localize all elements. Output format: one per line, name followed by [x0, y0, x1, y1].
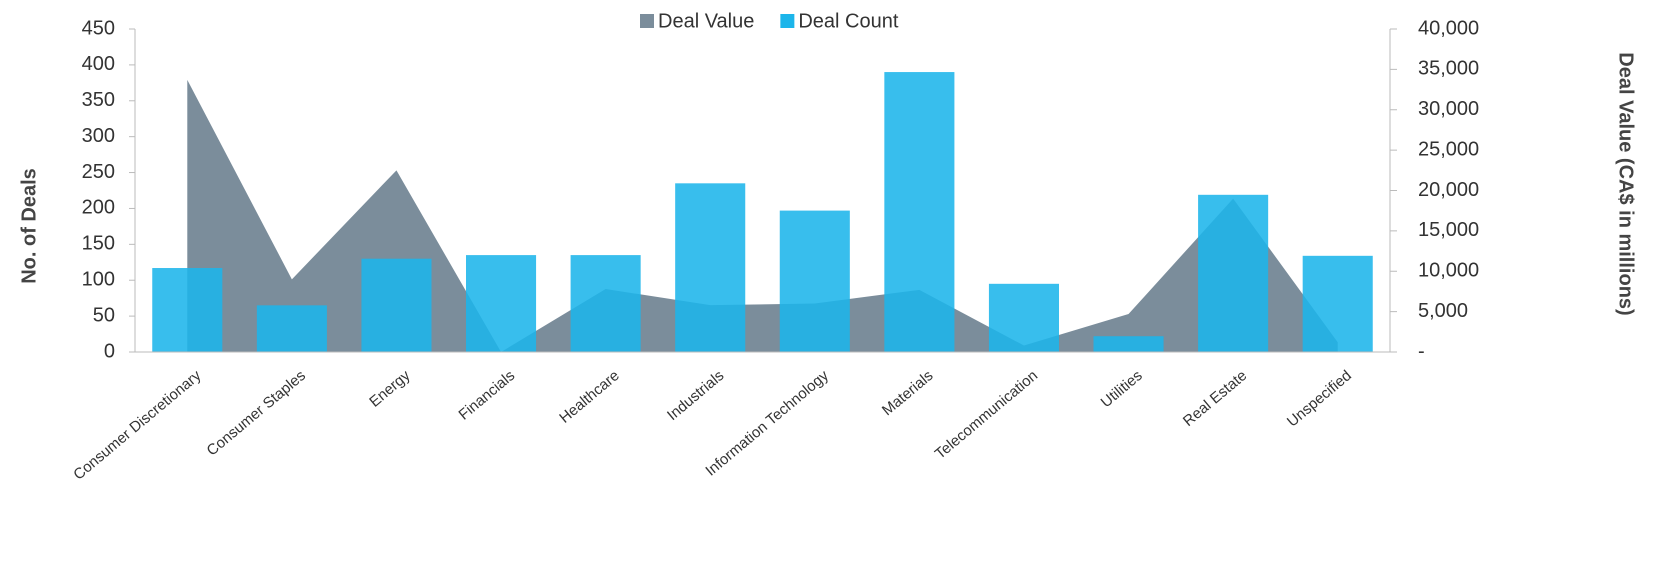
legend-label: Deal Count — [798, 10, 899, 32]
x-tick-label: Real Estate — [1180, 367, 1250, 430]
y-tick-label: 300 — [82, 125, 115, 147]
x-tick-label: Utilities — [1098, 367, 1146, 411]
bar — [1093, 336, 1164, 352]
bar — [988, 283, 1059, 352]
y2-tick-label: 40,000 — [1418, 17, 1479, 39]
legend-swatch — [640, 14, 654, 28]
y-tick-label: 200 — [82, 197, 115, 219]
x-tick-label: Healthcare — [556, 367, 623, 427]
bar — [466, 255, 537, 352]
bar — [361, 258, 432, 352]
y2-tick-label: 5,000 — [1418, 300, 1468, 322]
x-tick-label: Energy — [366, 367, 414, 411]
bar — [256, 305, 327, 352]
x-tick-label: Consumer Discretionary — [70, 367, 205, 484]
x-tick-label: Industrials — [664, 367, 727, 424]
y2-tick-label: 20,000 — [1418, 179, 1479, 201]
bar — [570, 255, 641, 352]
x-tick-label: Unspecified — [1284, 367, 1355, 430]
y-tick-label: 450 — [82, 17, 115, 39]
y2-tick-label: 15,000 — [1418, 219, 1479, 241]
y-tick-label: 50 — [93, 304, 115, 326]
y-tick-label: 400 — [82, 53, 115, 75]
x-tick-label: Consumer Staples — [204, 367, 309, 459]
y2-tick-label: - — [1418, 340, 1425, 362]
y-tick-label: 0 — [104, 340, 115, 362]
bar — [152, 268, 223, 352]
y2-tick-label: 10,000 — [1418, 260, 1479, 282]
area — [187, 79, 1338, 352]
y2-tick-label: 30,000 — [1418, 98, 1479, 120]
y-tick-label: 150 — [82, 233, 115, 255]
legend-swatch — [780, 14, 795, 28]
bar — [779, 210, 850, 352]
y2-tick-label: 35,000 — [1418, 58, 1479, 80]
x-tick-label: Telecommunication — [932, 367, 1041, 463]
x-tick-label: Financials — [456, 367, 519, 423]
y-axis-title: No. of Deals — [18, 168, 40, 284]
bar — [884, 72, 955, 353]
y-tick-label: 100 — [82, 269, 115, 291]
bar — [1302, 255, 1373, 352]
bar — [675, 183, 746, 352]
y2-axis-title: Deal Value (CA$ in millions) — [1615, 52, 1637, 315]
x-tick-label: Materials — [879, 367, 937, 419]
legend-label: Deal Value — [658, 10, 754, 32]
y-tick-label: 250 — [82, 161, 115, 183]
y-tick-label: 350 — [82, 89, 115, 111]
y2-tick-label: 25,000 — [1418, 138, 1479, 160]
bar — [1198, 194, 1269, 352]
